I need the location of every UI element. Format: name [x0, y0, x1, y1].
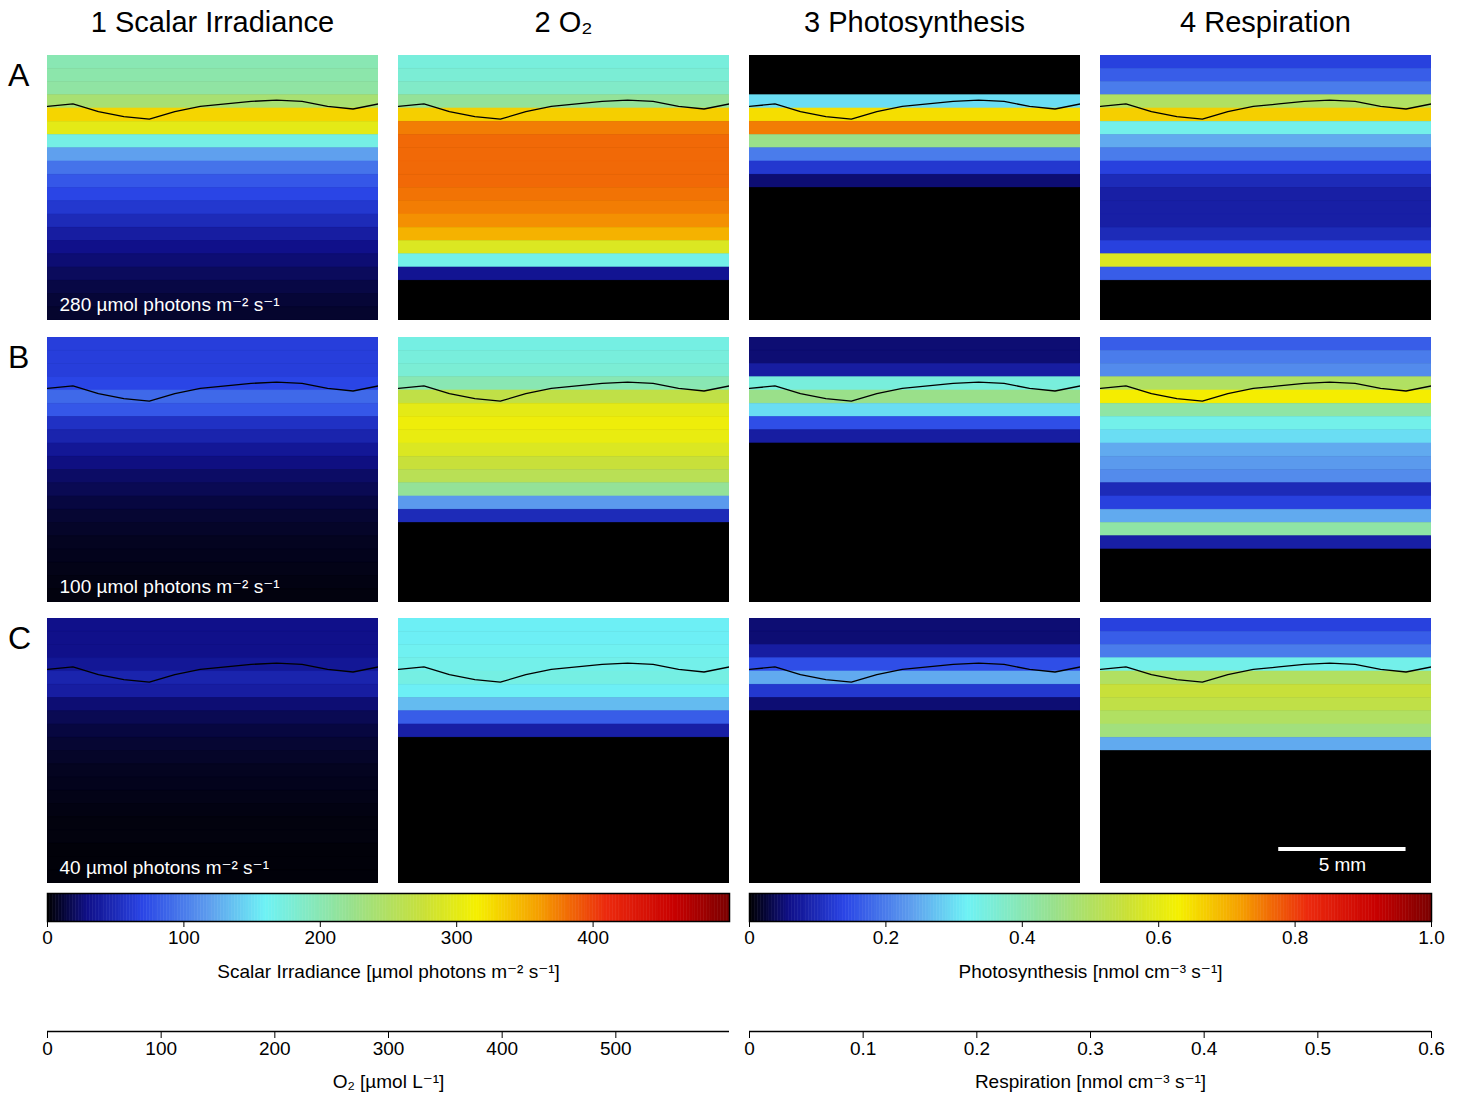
html-text:B: B	[8, 339, 30, 375]
svg-text:O₂ [µmol L⁻¹]: O₂ [µmol L⁻¹]	[333, 1071, 445, 1092]
svg-text:300: 300	[441, 927, 473, 948]
svg-text:0.2: 0.2	[873, 927, 899, 948]
svg-text:100: 100	[168, 927, 200, 948]
svg-text:0.4: 0.4	[1191, 1038, 1218, 1059]
svg-text:0: 0	[744, 927, 755, 948]
svg-text:400: 400	[577, 927, 609, 948]
svg-text:0.8: 0.8	[1282, 927, 1308, 948]
svg-text:5 mm: 5 mm	[1319, 854, 1367, 875]
svg-text:100: 100	[145, 1038, 177, 1059]
svg-text:1.0: 1.0	[1418, 927, 1444, 948]
html-text:3 Photosynthesis: 3 Photosynthesis	[804, 6, 1025, 38]
svg-text:0.5: 0.5	[1305, 1038, 1331, 1059]
svg-text:280 µmol photons m⁻² s⁻¹: 280 µmol photons m⁻² s⁻¹	[60, 294, 280, 315]
html-text:A: A	[8, 57, 30, 93]
svg-text:0: 0	[42, 1038, 53, 1059]
svg-text:200: 200	[304, 927, 336, 948]
svg-text:0: 0	[744, 1038, 755, 1059]
svg-text:Scalar Irradiance [µmol photon: Scalar Irradiance [µmol photons m⁻² s⁻¹]	[217, 961, 560, 982]
svg-text:300: 300	[373, 1038, 405, 1059]
svg-text:100 µmol photons m⁻² s⁻¹: 100 µmol photons m⁻² s⁻¹	[60, 576, 280, 597]
svg-text:40 µmol photons m⁻² s⁻¹: 40 µmol photons m⁻² s⁻¹	[60, 857, 269, 878]
svg-text:Respiration [nmol cm⁻³ s⁻¹]: Respiration [nmol cm⁻³ s⁻¹]	[975, 1071, 1206, 1092]
svg-text:0.3: 0.3	[1077, 1038, 1103, 1059]
svg-text:0.1: 0.1	[850, 1038, 876, 1059]
html-text:4 Respiration: 4 Respiration	[1180, 6, 1351, 38]
svg-text:400: 400	[486, 1038, 518, 1059]
svg-text:500: 500	[600, 1038, 632, 1059]
svg-text:0.2: 0.2	[964, 1038, 990, 1059]
html-text:C: C	[8, 620, 32, 656]
html-text:1 Scalar Irradiance: 1 Scalar Irradiance	[90, 6, 335, 38]
svg-text:0.6: 0.6	[1145, 927, 1171, 948]
html-text:2 O₂: 2 O₂	[534, 6, 593, 38]
svg-text:0.4: 0.4	[1009, 927, 1036, 948]
svg-text:200: 200	[259, 1038, 291, 1059]
svg-text:Photosynthesis [nmol cm⁻³ s⁻¹]: Photosynthesis [nmol cm⁻³ s⁻¹]	[959, 961, 1223, 982]
svg-text:0: 0	[42, 927, 53, 948]
svg-text:0.6: 0.6	[1418, 1038, 1444, 1059]
